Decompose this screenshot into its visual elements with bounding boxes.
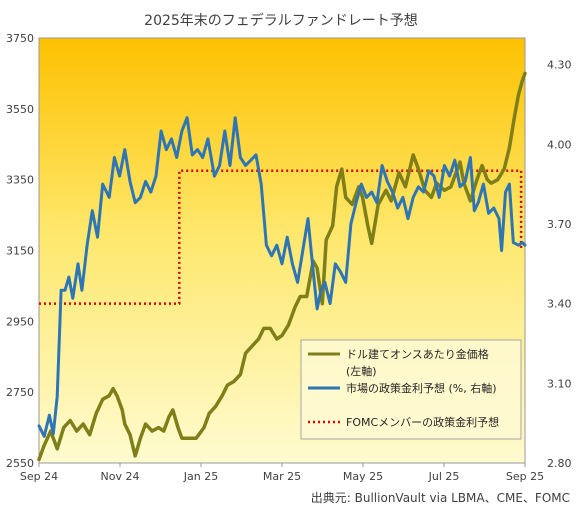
y-right-tick-label: 4.00 — [547, 138, 572, 151]
x-tick-label: Sep 25 — [506, 470, 544, 483]
y-right-tick-label: 3.10 — [547, 377, 572, 390]
y-left-tick-label: 3150 — [6, 245, 34, 258]
fomc-projection-line — [39, 169, 523, 305]
legend-label-fomc: FOMCメンバーの政策金利予想 — [346, 415, 499, 429]
y-right-axis: 4.30 4.00 3.70 3.40 3.10 2.80 — [547, 59, 572, 470]
y-left-tick-label: 2550 — [6, 457, 34, 470]
y-left-tick-label: 2750 — [6, 386, 34, 399]
y-left-tick-label: 3350 — [6, 174, 34, 187]
y-left-tick-label: 2950 — [6, 315, 34, 328]
y-left-tick-label: 3750 — [6, 32, 34, 45]
market-rate-line — [37, 116, 527, 438]
source-note: 出典元: BullionVault via LBMA、CME、FOMC — [311, 491, 570, 505]
legend-box — [300, 339, 522, 440]
legend-label-gold-axis: (左軸) — [346, 364, 377, 378]
chart-title: 2025年末のフェデラルファンドレート予想 — [144, 12, 418, 29]
y-left-tick-label: 3550 — [6, 103, 34, 116]
x-tick-label: Jan 25 — [183, 470, 218, 483]
y-right-tick-label: 3.70 — [547, 218, 572, 231]
legend-label-gold: ドル建てオンスあたり金価格 — [346, 347, 489, 361]
y-left-axis: 3750 3550 3350 3150 2950 2750 2550 — [6, 32, 34, 470]
x-tick-label: Sep 24 — [20, 470, 58, 483]
y-right-tick-label: 3.40 — [547, 298, 572, 311]
y-right-tick-label: 4.30 — [547, 59, 572, 72]
x-tick-label: May 25 — [343, 470, 383, 483]
legend-label-market: 市場の政策金利予想 (%, 右軸) — [346, 381, 497, 395]
x-tick-label: Nov 24 — [101, 470, 140, 483]
gold-price-line — [37, 71, 527, 462]
x-tick-label: Jul 25 — [428, 470, 460, 483]
x-axis: Sep 24 Nov 24 Jan 25 Mar 25 May 25 Jul 25 Sep … — [20, 463, 544, 483]
series-layer — [37, 71, 527, 462]
y-right-tick-label: 2.80 — [547, 457, 572, 470]
legend: ドル建てオンスあたり金価格 (左軸) 市場の政策金利予想 (%, 右軸) FOM… — [300, 339, 522, 440]
x-tick-label: Mar 25 — [263, 470, 301, 483]
